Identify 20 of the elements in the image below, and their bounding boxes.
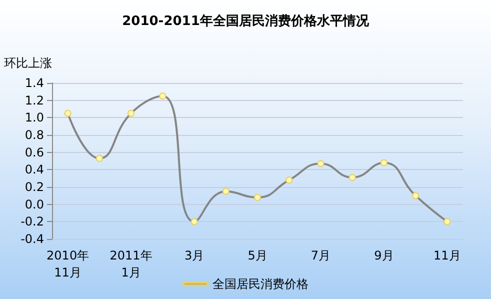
x-tick-label: 5月 bbox=[248, 248, 268, 262]
x-tick-label: 9月 bbox=[374, 248, 394, 262]
y-tick-label: 0.8 bbox=[24, 128, 44, 142]
y-tick-label: 1.2 bbox=[24, 93, 44, 108]
y-tick-label: 1.0 bbox=[24, 110, 44, 125]
y-tick-label: 0.2 bbox=[24, 180, 44, 194]
chart-title: 2010-2011年全国居民消费价格水平情况 bbox=[122, 14, 370, 29]
y-tick-label: -0.2 bbox=[20, 214, 44, 229]
y-tick-label: -0.4 bbox=[20, 232, 44, 246]
x-tick-label: 2011年 1月 bbox=[110, 248, 152, 280]
x-tick-label: 7月 bbox=[310, 248, 331, 262]
y-axis-title: 环比上涨 bbox=[4, 56, 52, 70]
x-tick-label: 11月 bbox=[434, 248, 461, 262]
legend-label: 全国居民消费价格 bbox=[212, 277, 308, 291]
y-tick-label: 0.0 bbox=[24, 197, 44, 212]
x-tick-label: 3月 bbox=[184, 248, 204, 262]
x-tick-label: 2010年 11月 bbox=[46, 248, 90, 280]
y-tick-label: 0.6 bbox=[24, 145, 44, 160]
y-tick-label: 0.4 bbox=[24, 162, 44, 177]
y-tick-label: 1.4 bbox=[24, 76, 44, 90]
